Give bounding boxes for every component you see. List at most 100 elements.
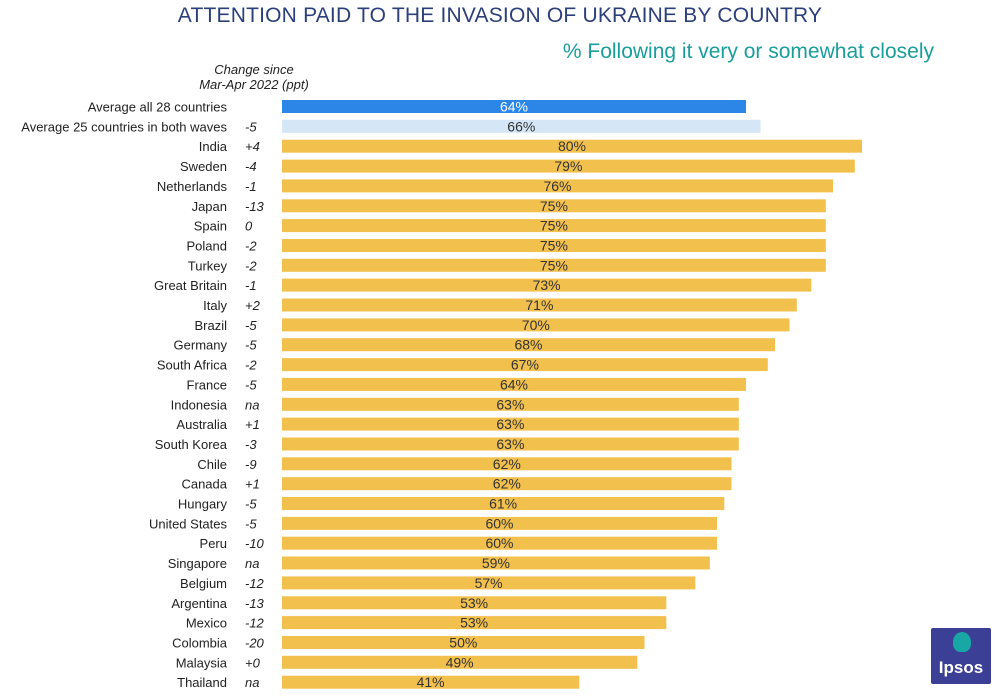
change-label: -2 [245, 358, 257, 373]
category-label: Malaysia [176, 655, 228, 670]
change-header-line2: Mar-Apr 2022 (ppt) [199, 77, 309, 92]
change-label: -5 [245, 497, 257, 512]
value-label: 59% [482, 555, 510, 571]
change-label: -5 [245, 377, 257, 392]
category-label: Peru [200, 536, 227, 551]
change-label: +4 [245, 139, 260, 154]
category-label: Poland [187, 239, 227, 254]
value-label: 62% [493, 456, 521, 472]
bar [282, 675, 580, 689]
bar [282, 199, 826, 213]
value-label: 68% [514, 337, 542, 353]
category-label: Brazil [194, 318, 227, 333]
ipsos-logo: Ipsos [931, 628, 991, 684]
category-label: France [187, 377, 227, 392]
bar [282, 239, 826, 252]
category-label: Canada [181, 477, 227, 492]
value-label: 60% [485, 515, 513, 531]
bar [282, 338, 775, 352]
category-label: Colombia [172, 636, 228, 651]
category-label: Sweden [180, 159, 227, 174]
value-label: 63% [496, 436, 524, 452]
bar [282, 457, 732, 471]
value-label: 53% [460, 615, 488, 631]
category-label: Hungary [178, 497, 228, 512]
value-label: 73% [533, 277, 561, 293]
category-label: Argentina [171, 596, 227, 611]
change-label: -5 [245, 338, 257, 353]
logo-text: Ipsos [938, 658, 984, 677]
change-label: -5 [245, 119, 257, 134]
value-label: 60% [485, 535, 513, 551]
change-label: +1 [245, 477, 260, 492]
category-label: Belgium [180, 576, 227, 591]
bar [282, 576, 696, 590]
category-label: Japan [192, 199, 227, 214]
category-label: Germany [174, 338, 228, 353]
bar [282, 358, 768, 372]
value-label: 49% [446, 654, 474, 670]
value-label: 79% [554, 158, 582, 174]
category-label: Italy [203, 298, 227, 313]
category-label: Indonesia [171, 397, 228, 412]
category-label: United States [149, 516, 228, 531]
change-label: na [245, 397, 259, 412]
bar [282, 616, 667, 630]
bar [282, 397, 739, 411]
value-label: 75% [540, 218, 568, 234]
value-label: 53% [460, 595, 488, 611]
value-label: 75% [540, 238, 568, 254]
change-label: -10 [245, 536, 265, 551]
bar [282, 655, 638, 669]
bar [282, 636, 645, 649]
bar [282, 497, 725, 510]
bar [282, 219, 826, 233]
value-label: 64% [500, 376, 528, 392]
category-label: South Korea [155, 437, 228, 452]
category-label: Singapore [168, 556, 227, 571]
change-label: -12 [245, 576, 265, 591]
change-label: -13 [245, 199, 265, 214]
bar [282, 100, 746, 113]
value-label: 61% [489, 496, 517, 512]
value-label: 76% [543, 178, 571, 194]
change-label: +1 [245, 417, 260, 432]
value-label: 63% [496, 396, 524, 412]
bar [282, 119, 761, 133]
change-label: -4 [245, 159, 257, 174]
change-label: -3 [245, 437, 257, 452]
category-label: Netherlands [157, 179, 228, 194]
category-label: Average all 28 countries [88, 100, 228, 115]
category-label: India [199, 139, 228, 154]
change-label: -5 [245, 516, 257, 531]
change-header-line1: Change since [214, 62, 294, 77]
change-label: -12 [245, 616, 265, 631]
logo-head-icon [953, 632, 971, 652]
bar [282, 377, 746, 391]
bar [282, 556, 710, 570]
category-label: Australia [176, 417, 227, 432]
change-column-header: Change since Mar-Apr 2022 (ppt) [196, 62, 312, 92]
bar [282, 139, 862, 153]
value-label: 50% [449, 635, 477, 651]
value-label: 41% [417, 674, 445, 690]
change-label: na [245, 556, 259, 571]
bar [282, 477, 732, 491]
value-label: 66% [507, 118, 535, 134]
category-label: Thailand [177, 675, 227, 690]
bar [282, 278, 812, 292]
chart-title: ATTENTION PAID TO THE INVASION OF UKRAIN… [177, 4, 823, 27]
change-label: -1 [245, 179, 257, 194]
bar [282, 159, 855, 173]
change-label: 0 [245, 219, 253, 234]
category-label: South Africa [157, 358, 228, 373]
category-label: Chile [197, 457, 227, 472]
value-label: 80% [558, 138, 586, 154]
change-label: na [245, 675, 259, 690]
value-label: 70% [522, 317, 550, 333]
bar [282, 258, 826, 272]
category-label: Spain [194, 219, 227, 234]
change-label: +0 [245, 655, 261, 670]
value-label: 64% [500, 99, 528, 115]
